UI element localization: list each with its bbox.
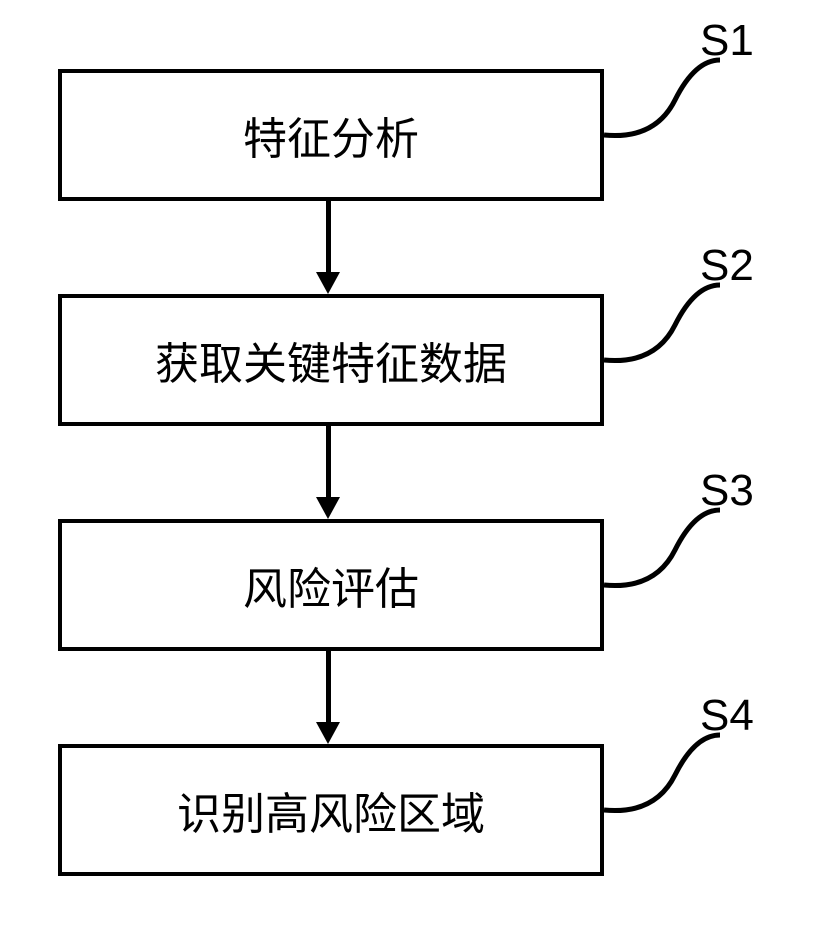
arrow-head-1 xyxy=(316,272,340,294)
arrow-line-1 xyxy=(326,201,331,272)
arrow-head-2 xyxy=(316,497,340,519)
flow-box-s3: 风险评估 xyxy=(58,519,604,651)
arrow-line-2 xyxy=(326,426,331,497)
arrow-head-3 xyxy=(316,722,340,744)
flow-box-s2: 获取关键特征数据 xyxy=(58,294,604,426)
flow-box-label: 风险评估 xyxy=(243,553,419,617)
curve-connector-s3 xyxy=(600,505,730,595)
curve-connector-s2 xyxy=(600,280,730,370)
curve-connector-s4 xyxy=(600,730,730,820)
flow-box-s4: 识别高风险区域 xyxy=(58,744,604,876)
flow-box-label: 识别高风险区域 xyxy=(177,778,485,842)
arrow-line-3 xyxy=(326,651,331,722)
flow-box-s1: 特征分析 xyxy=(58,69,604,201)
curve-connector-s1 xyxy=(600,55,730,145)
flow-box-label: 获取关键特征数据 xyxy=(155,328,507,392)
flowchart-container: 特征分析 S1 获取关键特征数据 S2 风险评估 S3 识别高风险区域 S4 xyxy=(0,0,814,939)
flow-box-label: 特征分析 xyxy=(243,103,419,167)
